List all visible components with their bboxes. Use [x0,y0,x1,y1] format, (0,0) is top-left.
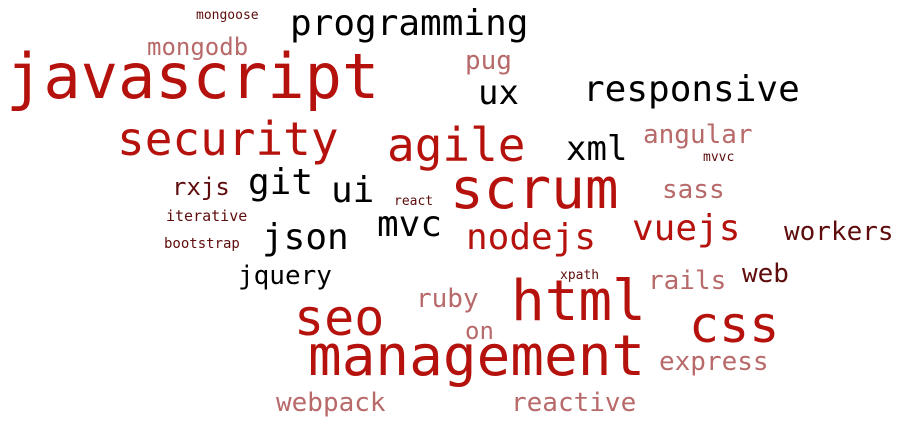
word-programming: programming [290,3,529,44]
word-xpath: xpath [560,268,600,283]
word-on: on [465,317,494,345]
word-mongodb: mongodb [147,33,249,61]
word-sass: sass [662,175,725,205]
word-rxjs: rxjs [172,173,230,201]
word-management: management [308,324,646,389]
word-jquery: jquery [238,261,332,291]
word-scrum: scrum [450,157,619,222]
word-pug: pug [465,46,512,76]
word-git: git [248,162,314,203]
word-react: react [394,194,434,209]
word-css: css [689,296,780,354]
word-json: json [262,217,349,258]
word-responsive: responsive [583,69,800,110]
word-reactive: reactive [511,388,637,418]
word-ruby: ruby [416,284,479,314]
word-express: express [659,347,769,377]
word-seo: seo [294,289,385,347]
word-mvc: mvc [377,204,443,245]
word-mongoose: mongoose [196,8,259,23]
word-rails: rails [648,266,727,296]
word-agile: agile [387,118,526,172]
word-bootstrap: bootstrap [164,236,240,252]
word-ui: ui [331,170,375,211]
word-html: html [511,269,646,334]
word-iterative: iterative [166,207,248,225]
word-javascript: javascript [6,40,380,113]
word-ux: ux [478,73,519,113]
word-mvvc: mvvc [703,150,735,165]
word-security: security [117,112,339,166]
word-vuejs: vuejs [632,208,741,249]
word-web: web [742,259,789,289]
word-webpack: webpack [276,388,386,418]
word-workers: workers [784,217,894,247]
word-xml: xml [566,129,628,169]
word-angular: angular [643,120,753,150]
word-nodejs: nodejs [466,217,597,258]
